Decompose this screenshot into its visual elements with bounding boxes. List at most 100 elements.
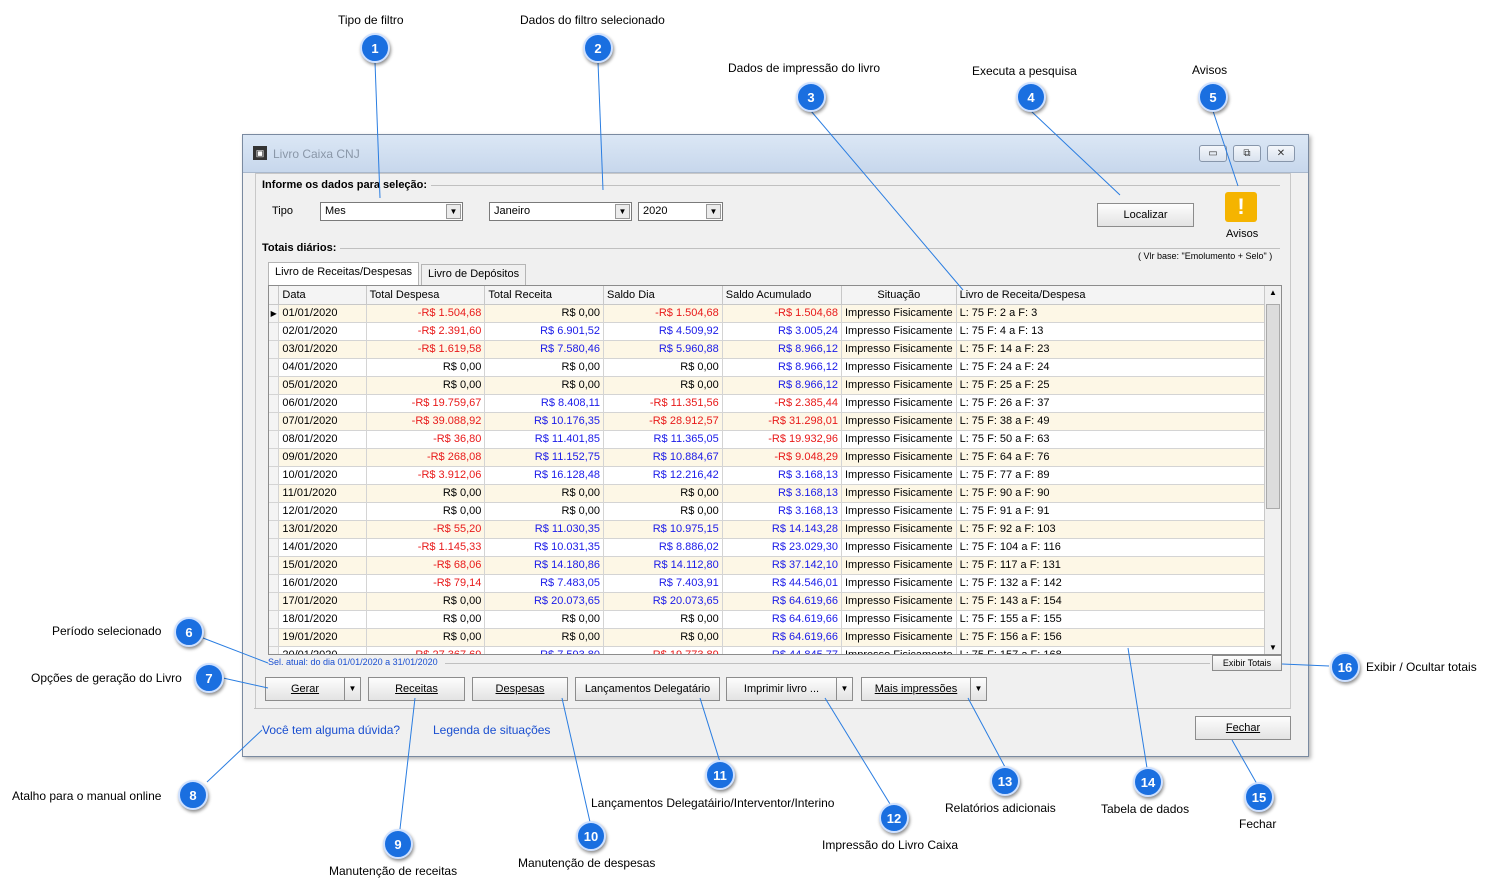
exibir-totais-button[interactable]: Exibir Totais	[1212, 655, 1282, 671]
table-row[interactable]: 03/01/2020 -R$ 1.619,58 R$ 7.580,46 R$ 5.96…	[269, 340, 1281, 359]
chevron-down-icon[interactable]: ▼	[706, 204, 721, 219]
table-row[interactable]: 04/01/2020 R$ 0,00 R$ 0,00 R$ 0,00 R$ 8.966,…	[269, 358, 1281, 377]
table-cell: Impresso Fisicamente	[841, 538, 957, 557]
table-cell: R$ 12.216,42	[603, 466, 723, 485]
gerar-button[interactable]: Gerar ▼	[265, 677, 361, 701]
table-cell: Impresso Fisicamente	[841, 340, 957, 359]
table-cell: -R$ 19.932,96	[722, 430, 842, 449]
table-row[interactable]: 07/01/2020 -R$ 39.088,92 R$ 10.176,35 -R$ 2…	[269, 412, 1281, 431]
tab-livro-receitas-despesas[interactable]: Livro de Receitas/Despesas	[268, 262, 419, 285]
table-row[interactable]: 02/01/2020 -R$ 2.391,60 R$ 6.901,52 R$ 4.50…	[269, 322, 1281, 341]
table-cell: R$ 0,00	[484, 610, 605, 629]
table-row[interactable]: 14/01/2020 -R$ 1.145,33 R$ 10.031,35 R$ 8.8…	[269, 538, 1281, 557]
annotation-badge-2: 2	[583, 33, 613, 63]
legenda-situacoes-link[interactable]: Legenda de situações	[433, 723, 551, 737]
warning-icon[interactable]: !	[1225, 192, 1257, 222]
row-indicator	[269, 520, 280, 539]
table-cell: R$ 0,00	[366, 610, 486, 629]
minimize-button[interactable]: ▭	[1199, 145, 1227, 162]
table-cell: R$ 7.483,05	[484, 574, 605, 593]
despesas-label: Despesas	[495, 683, 545, 695]
table-cell: R$ 11.152,75	[484, 448, 605, 467]
table-cell: Impresso Fisicamente	[841, 376, 957, 395]
restore-button[interactable]: ⧉	[1233, 145, 1261, 162]
table-cell: R$ 0,00	[484, 484, 605, 503]
table-row[interactable]: 05/01/2020 R$ 0,00 R$ 0,00 R$ 0,00 R$ 8.966,…	[269, 376, 1281, 395]
table-cell: R$ 0,00	[603, 484, 723, 503]
table-cell: L: 75 F: 4 a F: 13	[956, 322, 1281, 341]
table-row[interactable]: 15/01/2020 -R$ 68,06 R$ 14.180,86 R$ 14.112…	[269, 556, 1281, 575]
annotation-label-13: Relatórios adicionais	[945, 801, 1056, 815]
mais-impressoes-button[interactable]: Mais impressões ▼	[861, 677, 987, 701]
table-row[interactable]: 17/01/2020 R$ 0,00 R$ 20.073,65 R$ 20.073,6…	[269, 592, 1281, 611]
table-cell: 06/01/2020	[278, 394, 367, 413]
annotation-label-12: Impressão do Livro Caixa	[822, 838, 959, 852]
table-cell: R$ 10.176,35	[484, 412, 605, 431]
mes-select[interactable]: Janeiro ▼	[489, 202, 632, 221]
table-row[interactable]: 10/01/2020 -R$ 3.912,06 R$ 16.128,48 R$ 12.…	[269, 466, 1281, 485]
column-header[interactable]: Situação	[841, 286, 957, 305]
table-cell: -R$ 3.912,06	[366, 466, 486, 485]
table-cell: Impresso Fisicamente	[841, 430, 957, 449]
table-row[interactable]: 09/01/2020 -R$ 268,08 R$ 11.152,75 R$ 10.88…	[269, 448, 1281, 467]
row-indicator	[269, 628, 280, 647]
tab-livro-depositos[interactable]: Livro de Depósitos	[421, 264, 527, 285]
table-cell: R$ 14.143,28	[722, 520, 842, 539]
table-cell: Impresso Fisicamente	[841, 322, 957, 341]
table-cell: Impresso Fisicamente	[841, 592, 957, 611]
chevron-down-icon[interactable]: ▼	[344, 678, 360, 700]
table-cell: R$ 8.966,12	[722, 358, 842, 377]
table-row[interactable]: 13/01/2020 -R$ 55,20 R$ 11.030,35 R$ 10.975…	[269, 520, 1281, 539]
table-row[interactable]: 19/01/2020 R$ 0,00 R$ 0,00 R$ 0,00 R$ 64.619…	[269, 628, 1281, 647]
table-row[interactable]: 11/01/2020 R$ 0,00 R$ 0,00 R$ 0,00 R$ 3.168,…	[269, 484, 1281, 503]
totals-divider	[262, 248, 1280, 249]
chevron-down-icon[interactable]: ▼	[615, 204, 630, 219]
column-header[interactable]: Total Receita	[484, 286, 605, 305]
avisos-label: Avisos	[1226, 228, 1259, 240]
ano-select[interactable]: 2020 ▼	[638, 202, 723, 221]
tipo-select[interactable]: Mes ▼	[320, 202, 463, 221]
scroll-down-icon[interactable]: ▼	[1269, 643, 1277, 652]
scroll-thumb[interactable]	[1266, 304, 1280, 509]
table-cell: R$ 20.073,65	[603, 592, 723, 611]
table-cell: R$ 7.403,91	[603, 574, 723, 593]
column-header[interactable]: Saldo Acumulado	[722, 286, 842, 305]
table-row[interactable]: 18/01/2020 R$ 0,00 R$ 0,00 R$ 0,00 R$ 64.619…	[269, 610, 1281, 629]
table-row[interactable]: 12/01/2020 R$ 0,00 R$ 0,00 R$ 0,00 R$ 3.168,…	[269, 502, 1281, 521]
table-row[interactable]: ▶ 01/01/2020 -R$ 1.504,68 R$ 0,00 -R$ 1.504,…	[269, 304, 1281, 323]
table-cell: -R$ 19.773,89	[603, 646, 723, 654]
vertical-scrollbar[interactable]: ▲ ▼	[1264, 286, 1281, 654]
table-cell: -R$ 9.048,29	[722, 448, 842, 467]
column-header[interactable]: Saldo Dia	[603, 286, 723, 305]
table-row[interactable]: 20/01/2020 -R$ 27.367,69 R$ 7.593,80 -R$ 19…	[269, 646, 1281, 654]
table-cell: R$ 11.365,05	[603, 430, 723, 449]
annotation-label-7: Opções de geração do Livro	[31, 671, 182, 685]
chevron-down-icon[interactable]: ▼	[836, 678, 852, 700]
table-row[interactable]: 08/01/2020 -R$ 36,80 R$ 11.401,85 R$ 11.365…	[269, 430, 1281, 449]
receitas-button[interactable]: Receitas	[368, 677, 465, 701]
localizar-button[interactable]: Localizar	[1097, 203, 1194, 227]
table-cell: R$ 3.168,13	[722, 502, 842, 521]
table-cell: 07/01/2020	[278, 412, 367, 431]
annotation-badge-14: 14	[1133, 767, 1163, 797]
row-pointer-icon: ▶	[269, 304, 280, 323]
close-window-button[interactable]: ✕	[1267, 145, 1295, 162]
annotation-badge-6: 6	[174, 617, 204, 647]
scroll-up-icon[interactable]: ▲	[1269, 288, 1277, 297]
chevron-down-icon[interactable]: ▼	[446, 204, 461, 219]
table-cell: R$ 3.168,13	[722, 484, 842, 503]
column-header[interactable]: Livro de Receita/Despesa	[956, 286, 1281, 305]
lancamentos-delegatario-button[interactable]: Lançamentos Delegatário	[575, 677, 720, 701]
chevron-down-icon[interactable]: ▼	[970, 678, 986, 700]
table-row[interactable]: 16/01/2020 -R$ 79,14 R$ 7.483,05 R$ 7.403,9…	[269, 574, 1281, 593]
despesas-button[interactable]: Despesas	[472, 677, 568, 701]
column-header[interactable]: Data	[278, 286, 367, 305]
help-link[interactable]: Você tem alguma dúvida?	[262, 723, 401, 737]
row-indicator	[269, 484, 280, 503]
fechar-button[interactable]: Fechar	[1195, 716, 1291, 740]
column-header[interactable]: Total Despesa	[366, 286, 486, 305]
data-grid[interactable]: Data Total Despesa Total Receita Saldo D…	[268, 285, 1282, 655]
table-row[interactable]: 06/01/2020 -R$ 19.759,67 R$ 8.408,11 -R$ 11…	[269, 394, 1281, 413]
table-cell: L: 75 F: 24 a F: 24	[956, 358, 1281, 377]
imprimir-livro-button[interactable]: Imprimir livro ... ▼	[726, 677, 853, 701]
